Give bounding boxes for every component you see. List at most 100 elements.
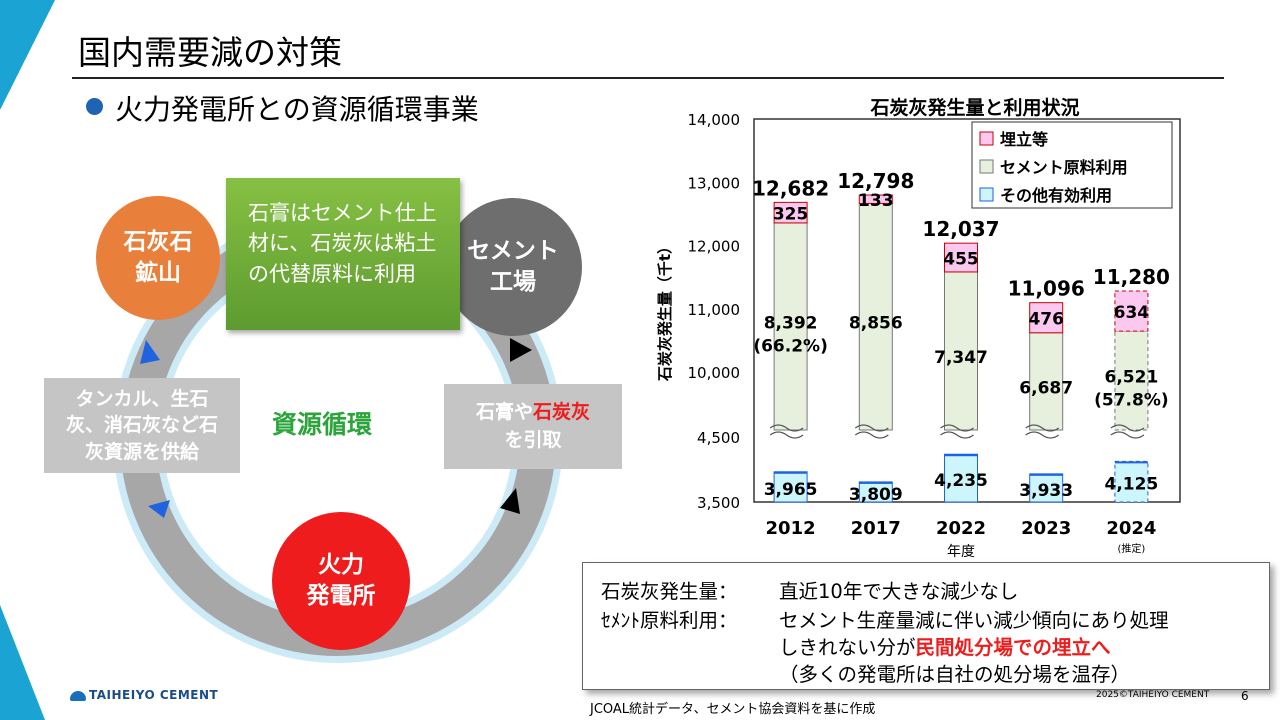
bar-landfill — [773, 201, 808, 224]
corner-decoration-top — [0, 0, 55, 110]
axis-break-mark — [1110, 431, 1145, 439]
note-row-3-highlight: 民間処分場での埋立へ — [915, 636, 1111, 659]
y-tick-label: 3,500 — [697, 494, 740, 512]
other-use-label: 3,809 — [849, 485, 903, 505]
total-label: 12,037 — [922, 217, 999, 241]
node-mine-line1: 石灰石 — [123, 228, 193, 255]
lime-supply-text: タンカル、生石灰、消石灰など石灰資源を供給 — [65, 387, 218, 463]
node-cement-line1: セメント — [467, 237, 559, 264]
x-axis-label: 年度 — [947, 544, 975, 560]
slide-subtitle: 火力発電所との資源循環事業 — [115, 93, 479, 126]
axis-break-mark — [1025, 431, 1060, 439]
other-use-label: 3,965 — [764, 480, 818, 500]
total-label: 12,798 — [837, 169, 914, 193]
bar-landfill — [1114, 290, 1149, 332]
axis-break-mark — [769, 431, 804, 439]
node-power-line1: 火力 — [318, 551, 364, 578]
x-tick-note: (推定) — [1117, 542, 1145, 555]
bar-other-use-edge — [774, 471, 808, 474]
landfill-label: 133 — [858, 191, 894, 211]
note-row-1-text: 直近10年で大きな減少なし — [779, 580, 1019, 603]
arrow-icon-left-upper — [140, 340, 160, 364]
legend-swatch — [979, 131, 994, 146]
ash-intake-text-red: 石炭灰 — [533, 400, 591, 423]
node-cement-plant: セメント 工場 — [444, 198, 582, 336]
total-label: 11,096 — [1008, 277, 1085, 301]
cement-use-label: 6,521 — [1105, 368, 1159, 388]
legend-swatch — [979, 187, 994, 202]
note-row-4-text: （多くの発電所は自社の処分場を温存） — [779, 663, 1131, 686]
bar-other-use-edge — [944, 454, 978, 457]
y-axis-label: 石炭灰発生量（千t） — [656, 239, 674, 382]
y-tick-label: 12,000 — [688, 238, 741, 256]
ash-intake-box: 石膏や石炭灰 を引取 — [444, 384, 622, 469]
cement-share-label: (57.8%) — [1094, 391, 1169, 411]
y-tick-label: 4,500 — [697, 429, 740, 447]
note-row-2-label: ｾﾒﾝﾄ原料利用： — [601, 609, 738, 632]
bar-other-use — [1029, 473, 1064, 503]
axis-break-mark — [1025, 424, 1060, 432]
cement-share-label: (66.2%) — [753, 336, 828, 356]
node-mine-line2: 鉱山 — [135, 260, 181, 286]
ash-intake-text-c: を引取 — [504, 428, 562, 451]
other-use-label: 3,933 — [1019, 481, 1073, 501]
axis-break-mark — [769, 424, 804, 432]
gypsum-usage-box: 石膏はセメント仕上材に、石炭灰は粘土の代替原料に利用 — [226, 178, 460, 330]
bar-cement-use — [1029, 332, 1064, 431]
note-row-1-label: 石炭灰発生量： — [601, 580, 738, 603]
bar-other-use-edge — [859, 481, 893, 484]
lime-supply-box: タンカル、生石灰、消石灰など石灰資源を供給 — [44, 378, 240, 473]
axis-break-mark — [854, 424, 889, 432]
note-row-3-text: しきれない分が — [779, 636, 916, 659]
legend-label: セメント原料利用 — [1000, 158, 1128, 177]
note-row-2-text: セメント生産量減に伴い減少傾向にあり処理 — [779, 609, 1169, 632]
bar-other-use-edge — [1029, 473, 1063, 476]
arrow-icon-left-lower — [148, 500, 170, 518]
copyright: 2025©TAIHEIYO CEMENT — [1096, 690, 1210, 700]
bar-other-use-edge — [1114, 461, 1148, 464]
y-tick-label: 10,000 — [688, 364, 741, 382]
ash-intake-text-a: 石膏や — [475, 400, 533, 423]
cycle-center-label: 資源循環 — [272, 410, 373, 439]
bar-landfill — [944, 242, 978, 273]
y-tick-label: 11,000 — [688, 301, 741, 319]
page-number: 6 — [1241, 689, 1249, 703]
x-tick-label: 2024 — [1106, 518, 1156, 539]
bar-other-use — [773, 471, 808, 503]
x-tick-label: 2022 — [936, 518, 986, 539]
axis-break-mark — [940, 424, 974, 432]
bar-cement-use — [773, 222, 808, 431]
node-power-line2: 発電所 — [306, 583, 376, 609]
notes-box: 石炭灰発生量： 直近10年で大きな減少なし ｾﾒﾝﾄ原料利用： セメント生産量減… — [582, 562, 1270, 690]
other-use-label: 4,125 — [1105, 475, 1159, 495]
title-divider — [72, 77, 1224, 79]
bar-landfill — [1029, 302, 1064, 334]
x-tick-label: 2017 — [851, 518, 901, 539]
landfill-label: 634 — [1114, 303, 1150, 323]
arrow-icon-right-lower — [500, 488, 520, 514]
legend-box — [971, 121, 1173, 209]
x-tick-label: 2023 — [1021, 518, 1071, 539]
landfill-label: 325 — [773, 205, 809, 225]
cement-use-label: 6,687 — [1019, 378, 1073, 398]
bar-other-use — [944, 453, 978, 503]
corner-decoration-bottom — [0, 605, 45, 720]
bullet-icon — [86, 98, 103, 115]
node-power-plant: 火力 発電所 — [272, 512, 410, 650]
arrow-icon-right-upper — [510, 338, 532, 362]
axis-break-mark — [854, 431, 889, 439]
bar-cement-use — [1114, 330, 1149, 431]
axis-break-mark — [1110, 424, 1145, 432]
coal-ash-chart: 石炭灰発生量と利用状況 3,500 4,500 10,000 11,000 12,000 1… — [656, 96, 1181, 560]
bar-cement-use — [944, 271, 978, 431]
x-tick-label: 2012 — [766, 518, 816, 539]
other-use-label: 4,235 — [934, 471, 988, 491]
node-limestone-mine: 石灰石 鉱山 — [96, 196, 220, 320]
logo-icon — [70, 690, 86, 701]
legend-swatch — [979, 159, 994, 174]
logo-text: TAIHEIYO CEMENT — [89, 688, 219, 702]
cement-use-label: 8,856 — [849, 314, 903, 334]
legend-label: 埋立等 — [1000, 130, 1048, 149]
legend-label: その他有効利用 — [1000, 186, 1112, 205]
note-row-3: しきれない分が民間処分場での埋立へ — [779, 631, 1111, 660]
